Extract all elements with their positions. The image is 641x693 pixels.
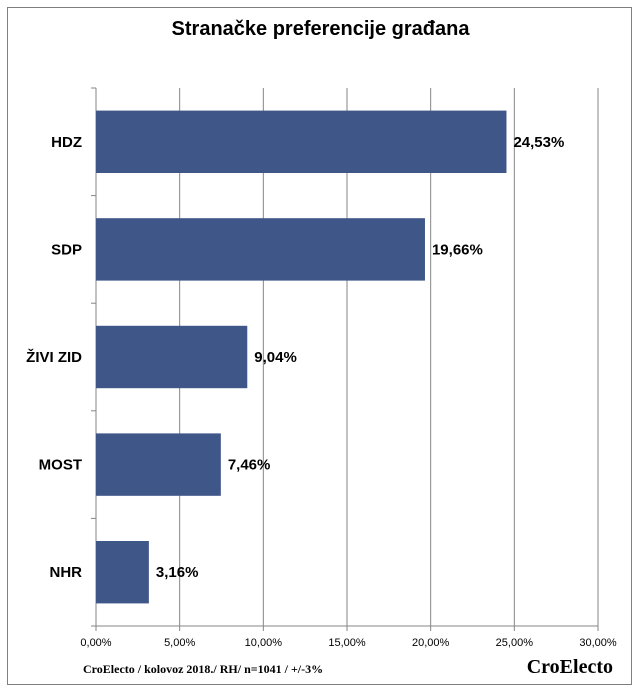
bar-most xyxy=(96,433,221,496)
x-tick-label: 15,00% xyxy=(328,637,366,649)
bar-hdz xyxy=(96,110,507,174)
category-label: ŽIVI ZID xyxy=(26,348,82,366)
x-tick-label: 25,00% xyxy=(496,637,534,649)
category-label: MOST xyxy=(39,457,82,474)
data-label: 19,66% xyxy=(432,241,483,258)
category-label: HDZ xyxy=(51,134,82,151)
data-label: 7,46% xyxy=(228,457,271,474)
data-label: 24,53% xyxy=(513,134,564,151)
chart-title: Stranačke preferencije građana xyxy=(171,18,470,40)
category-label: NHR xyxy=(50,564,83,581)
x-tick-label: 30,00% xyxy=(579,637,617,649)
bar-živi-zid xyxy=(96,325,248,389)
data-label: 9,04% xyxy=(254,349,297,366)
bar-nhr xyxy=(96,540,149,604)
x-tick-label: 0,00% xyxy=(80,637,111,649)
x-tick-label: 10,00% xyxy=(245,637,283,649)
x-tick-label: 5,00% xyxy=(164,637,195,649)
data-label: 3,16% xyxy=(156,564,199,581)
footer-note: CroElecto / kolovoz 2018./ RH/ n=1041 / … xyxy=(83,662,324,676)
x-tick-label: 20,00% xyxy=(412,637,450,649)
bar-sdp xyxy=(96,218,425,281)
brand-logo-text: CroElecto xyxy=(526,656,613,678)
category-label: SDP xyxy=(51,241,82,258)
